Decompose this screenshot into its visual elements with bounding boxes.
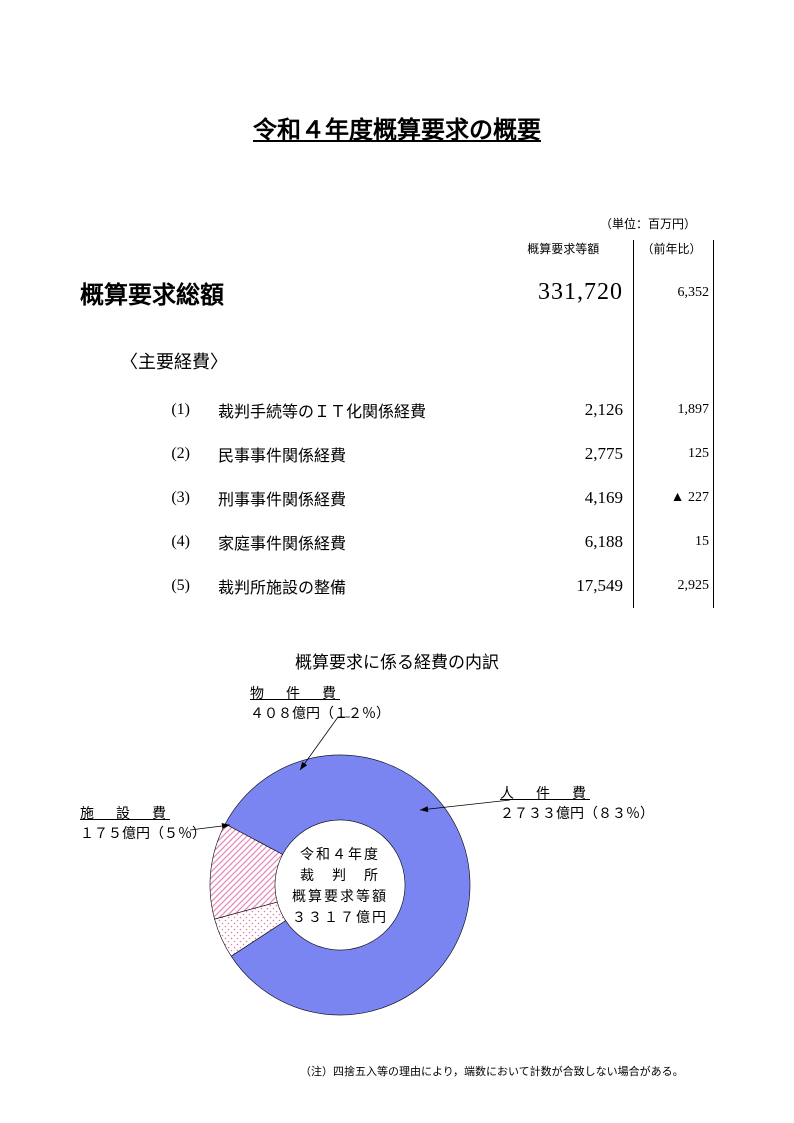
subhead-row: 〈主要経費〉	[80, 334, 714, 388]
page-title: 令和４年度概算要求の概要	[80, 110, 714, 145]
item-num: (1)	[80, 388, 190, 432]
item-num: (5)	[80, 564, 190, 608]
item-num: (4)	[80, 520, 190, 564]
item-label: 民事事件関係経費	[190, 432, 504, 476]
donut-center-label: 令和４年度裁 判 所概算要求等額３３１７億円	[270, 845, 410, 929]
item-diff: ▲ 227	[634, 476, 714, 520]
table-row: (2)民事事件関係経費2,775125	[80, 432, 714, 476]
item-diff: 1,897	[634, 388, 714, 432]
item-amount: 2,775	[504, 432, 634, 476]
item-amount: 6,188	[504, 520, 634, 564]
header-amount: 概算要求等額	[504, 240, 634, 267]
table-row: (5)裁判所施設の整備17,5492,925	[80, 564, 714, 608]
item-num: (3)	[80, 476, 190, 520]
subhead-label: 〈主要経費〉	[80, 334, 504, 388]
slice-label-supplies: 物 件 費４０８億円（１２％）	[250, 685, 390, 724]
item-diff: 125	[634, 432, 714, 476]
item-amount: 2,126	[504, 388, 634, 432]
item-label: 裁判手続等のＩＴ化関係経費	[190, 388, 504, 432]
item-label: 裁判所施設の整備	[190, 564, 504, 608]
slice-label-facility: 施 設 費１７５億円（５％）	[80, 805, 206, 844]
table-header-row: 概算要求等額 （前年比）	[80, 240, 714, 267]
item-amount: 4,169	[504, 476, 634, 520]
item-amount: 17,549	[504, 564, 634, 608]
item-label: 刑事事件関係経費	[190, 476, 504, 520]
table-row: (4)家庭事件関係経費6,18815	[80, 520, 714, 564]
table-row: (3)刑事事件関係経費4,169▲ 227	[80, 476, 714, 520]
slice-label-personnel: 人 件 費２７３３億円（８３％）	[500, 785, 654, 824]
footnote: （注）四捨五入等の理由により，端数において計数が合致しない場合がある。	[80, 1063, 714, 1079]
unit-note: （単位：百万円）	[80, 215, 714, 232]
header-diff: （前年比）	[634, 240, 714, 267]
item-diff: 2,925	[634, 564, 714, 608]
page: 令和４年度概算要求の概要 （単位：百万円） 概算要求等額 （前年比） 概算要求総…	[0, 0, 794, 1123]
item-num: (2)	[80, 432, 190, 476]
chart-title: 概算要求に係る経費の内訳	[80, 648, 714, 673]
item-diff: 15	[634, 520, 714, 564]
total-row: 概算要求総額 331,720 6,352	[80, 267, 714, 334]
item-label: 家庭事件関係経費	[190, 520, 504, 564]
total-label: 概算要求総額	[80, 283, 224, 309]
total-diff: 6,352	[634, 267, 714, 334]
table-row: (1)裁判手続等のＩＴ化関係経費2,1261,897	[80, 388, 714, 432]
total-amount: 331,720	[538, 279, 623, 305]
budget-table: 概算要求等額 （前年比） 概算要求総額 331,720 6,352 〈主要経費〉…	[80, 240, 714, 608]
donut-chart: 令和４年度裁 判 所概算要求等額３３１７億円 人 件 費２７３３億円（８３％） 施 …	[80, 685, 714, 1035]
